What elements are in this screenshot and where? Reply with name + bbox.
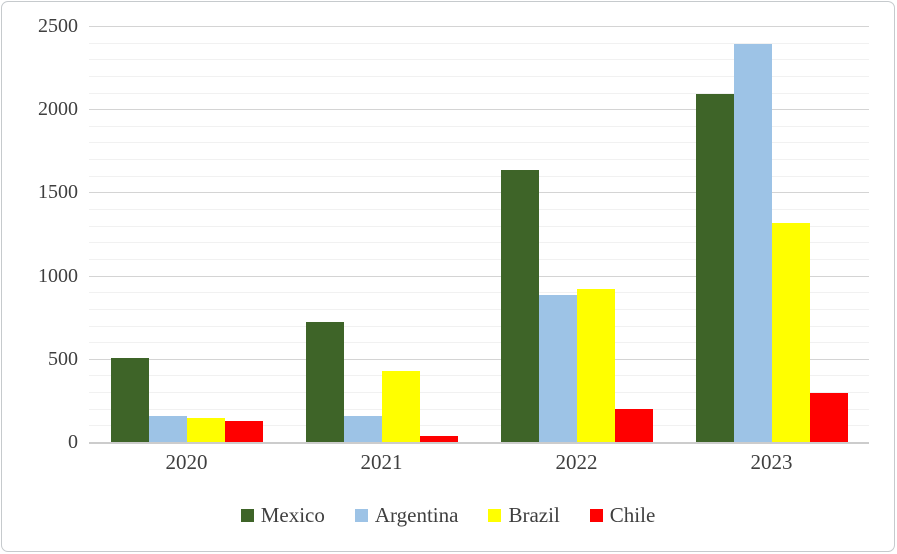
y-axis-labels: 0 500 1000 1500 2000 2500 [2,15,78,453]
bar-brazil-2021 [381,371,420,443]
y-tick-label: 0 [68,431,78,454]
bar-brazil-2022 [576,289,615,443]
gridline-minor [89,225,869,227]
gridline-minor [89,142,869,144]
gridline-major [89,275,869,277]
y-tick-label: 500 [48,347,78,370]
bar-chile-2022 [614,408,653,443]
y-tick-label: 1000 [38,264,78,287]
gridline-minor [89,59,869,61]
gridline-minor [89,425,869,427]
gridline-minor [89,325,869,327]
gridline-minor [89,75,869,77]
bar-argentina-2021 [343,416,382,443]
legend-label: Chile [609,503,656,527]
legend-swatch-chile [589,509,603,522]
x-tick-label-2022: 2022 [555,450,598,474]
gridline-minor [89,42,869,44]
x-tick-label-2020: 2020 [165,450,208,474]
gridline-minor [89,342,869,344]
gridline-minor [89,125,869,127]
bar-group-2023 [674,27,869,443]
gridline-minor [89,175,869,177]
legend-label: Brazil [508,503,560,527]
legend-item-chile: Chile [589,503,656,528]
bar-group-2021 [284,27,479,443]
gridline-minor [89,375,869,377]
gridline-minor [89,408,869,410]
legend-swatch-mexico [240,509,254,522]
legend-label: Mexico [260,503,325,527]
gridline-minor [89,92,869,94]
bar-brazil-2020 [186,418,225,443]
gridline-minor [89,159,869,161]
legend-item-brazil: Brazil [488,503,560,528]
x-tick-label-2021: 2021 [360,450,403,474]
bar-mexico-2021 [305,321,344,443]
bar-group-2020 [89,27,284,443]
plot-area [89,26,869,444]
bar-brazil-2023 [771,223,810,443]
gridline-minor [89,308,869,310]
bar-argentina-2023 [733,43,772,443]
bar-mexico-2023 [695,93,734,443]
x-tick-label-2023: 2023 [750,450,793,474]
bar-group-2022 [479,27,674,443]
bar-chile-2021 [419,436,458,443]
gridline-minor [89,292,869,294]
x-axis-labels: 2020 2021 2022 2023 [89,450,869,475]
gridline-minor [89,258,869,260]
y-tick-label: 1500 [38,181,78,204]
legend-swatch-argentina [354,509,368,522]
bar-mexico-2022 [500,170,539,443]
gridline-major [89,358,869,360]
legend-item-mexico: Mexico [240,503,325,528]
bar-argentina-2022 [538,294,577,443]
bar-argentina-2020 [148,415,187,443]
legend-item-argentina: Argentina [354,503,459,528]
gridline-minor [89,209,869,211]
legend-swatch-brazil [488,509,502,522]
gridline-minor [89,392,869,394]
gridline-major [89,109,869,111]
gridline-major [89,192,869,194]
legend-label: Argentina [374,503,459,527]
y-tick-label: 2500 [38,15,78,38]
bar-mexico-2020 [110,358,149,443]
x-axis-line [89,442,869,444]
bar-chile-2020 [224,421,263,443]
gridline-minor [89,242,869,244]
bar-groups [89,27,869,443]
legend: Mexico Argentina Brazil Chile [2,503,894,528]
bar-chile-2023 [809,393,848,443]
gridline-major [89,26,869,27]
y-tick-label: 2000 [38,98,78,121]
